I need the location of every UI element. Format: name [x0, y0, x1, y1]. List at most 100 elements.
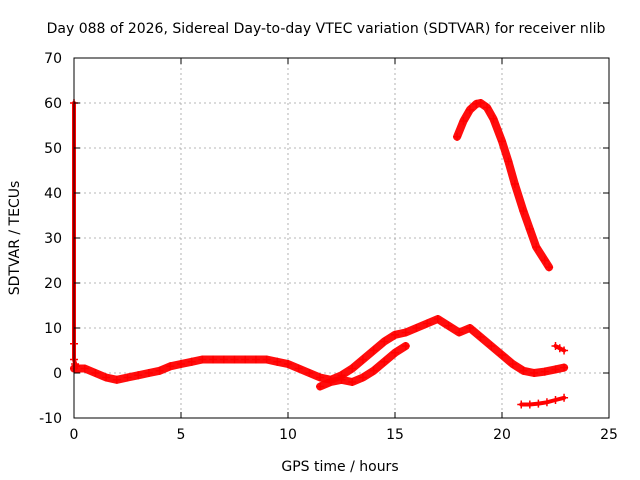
data-point — [508, 360, 517, 368]
data-point — [391, 348, 399, 357]
data-point — [209, 355, 218, 364]
data-point — [348, 378, 357, 386]
data-point — [369, 366, 378, 375]
data-point — [230, 355, 239, 364]
data-point — [369, 346, 378, 355]
data-point — [358, 373, 367, 382]
axis-ticks: 0 5 10 15 20 25 -10 0 10 20 30 40 50 60 70 — [39, 51, 618, 443]
data-point — [316, 382, 325, 391]
y-tick-label: 70 — [44, 51, 62, 67]
data-point — [476, 333, 485, 341]
y-tick-label: 50 — [44, 141, 62, 157]
data-point — [487, 342, 496, 350]
data-point — [465, 324, 474, 332]
data-point — [284, 360, 292, 368]
y-tick-label: 0 — [53, 366, 62, 382]
x-tick-label: 5 — [177, 427, 186, 443]
y-tick-label: 10 — [44, 321, 62, 337]
y-axis-label: SDTVAR / TECUs — [7, 181, 23, 296]
data-point — [560, 393, 569, 402]
data-point — [262, 355, 271, 364]
data-point — [294, 364, 303, 373]
data-point — [459, 117, 468, 125]
data-point — [519, 207, 528, 215]
data-point — [187, 357, 196, 366]
data-point — [412, 324, 421, 332]
chart-title: Day 088 of 2026, Sidereal Day-to-day VTE… — [47, 21, 606, 37]
data-point — [337, 375, 346, 384]
y-tick-label: 40 — [44, 186, 62, 202]
data-point — [358, 355, 367, 364]
data-point — [551, 396, 560, 404]
data-point — [112, 375, 121, 384]
data-point — [123, 373, 132, 382]
data-point — [401, 342, 410, 350]
data-point — [532, 243, 541, 251]
y-tick-label: -10 — [39, 411, 62, 427]
data-point — [251, 355, 260, 364]
series-upper-arc — [453, 99, 554, 272]
series-lower-segment — [517, 393, 569, 409]
data-point — [483, 103, 492, 112]
data-point — [540, 256, 549, 265]
data-point — [144, 369, 153, 377]
data-point — [219, 355, 228, 364]
data-point — [326, 378, 335, 386]
data-point — [444, 321, 453, 330]
data-point — [498, 137, 506, 146]
data-point — [177, 360, 185, 368]
data-point — [155, 366, 164, 375]
data-point — [551, 365, 560, 374]
data-point — [91, 369, 100, 377]
x-tick-label: 15 — [386, 427, 404, 443]
data-point — [102, 373, 111, 382]
data-point — [423, 319, 432, 328]
data-point — [134, 371, 143, 380]
data-point — [510, 180, 519, 188]
x-tick-label: 20 — [493, 427, 511, 443]
data-point — [166, 362, 175, 371]
data-point — [498, 351, 506, 359]
data-point — [241, 355, 250, 364]
data-point — [560, 346, 569, 355]
data-point — [560, 363, 569, 372]
y-tick-label: 20 — [44, 276, 62, 292]
series-main-band — [70, 315, 569, 384]
x-tick-label: 0 — [70, 427, 79, 443]
data-point — [542, 398, 551, 407]
data-point — [551, 342, 560, 350]
data-point — [545, 263, 554, 272]
data-point — [453, 132, 462, 141]
x-tick-label: 25 — [600, 427, 618, 443]
series-late-rising-segment — [551, 342, 569, 355]
data-point — [198, 355, 207, 364]
data-point — [316, 373, 325, 382]
data-point — [391, 330, 399, 339]
data-point — [540, 367, 549, 376]
data-point — [401, 328, 410, 337]
data-point — [380, 337, 389, 346]
data-point — [80, 364, 89, 373]
data-point — [72, 362, 81, 371]
x-tick-label: 10 — [279, 427, 297, 443]
data-point — [273, 357, 282, 366]
data-point — [380, 357, 389, 366]
data-point — [465, 105, 474, 114]
data-point — [305, 369, 314, 377]
data-point — [525, 225, 534, 233]
y-tick-label: 30 — [44, 231, 62, 247]
series-secondary-band — [316, 342, 410, 391]
data-point — [504, 157, 513, 166]
data-point — [472, 99, 481, 108]
data-point — [530, 369, 539, 377]
data-point — [433, 315, 442, 323]
data-point — [455, 328, 464, 337]
y-tick-label: 60 — [44, 96, 62, 112]
data-point — [348, 364, 357, 373]
x-axis-label: GPS time / hours — [281, 459, 398, 475]
data-point — [534, 399, 543, 408]
data-point — [476, 99, 485, 107]
data-point — [555, 344, 564, 353]
